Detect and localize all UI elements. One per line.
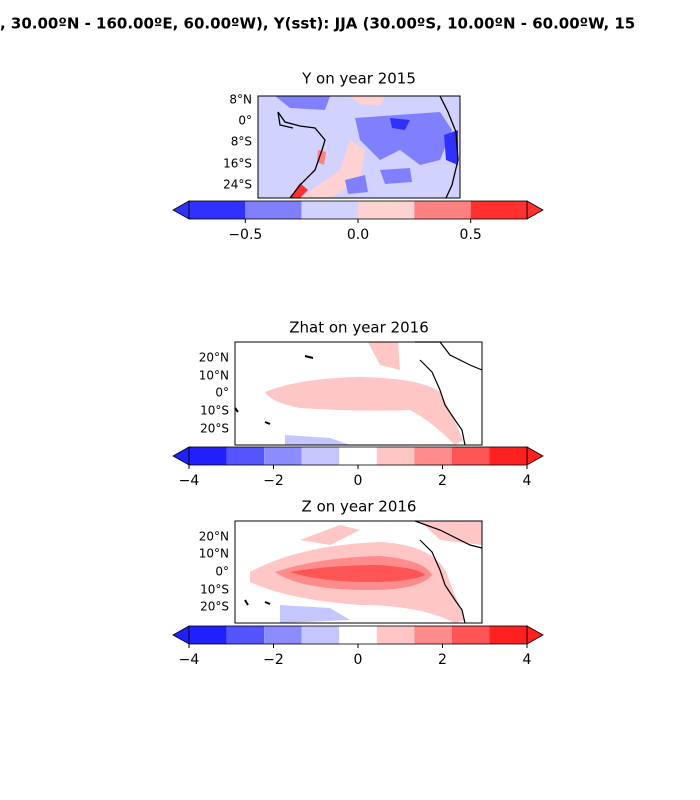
- lat-label: 20°S: [200, 422, 229, 436]
- panel-title: Y on year 2015: [301, 70, 416, 88]
- colorbar-extend-high: [526, 446, 544, 466]
- colorbar-segment: [376, 626, 415, 644]
- colorbar-tick-label: 0.0: [347, 227, 369, 243]
- colorbar-tick-label: −0.5: [228, 227, 262, 243]
- colorbar-extend-high: [526, 625, 544, 645]
- colorbar-extend-low: [172, 625, 190, 645]
- lat-label: 0°: [215, 565, 229, 579]
- colorbar-segment: [451, 626, 490, 644]
- lat-label: 10°S: [200, 583, 229, 597]
- colorbar-tick-label: 4: [523, 473, 532, 489]
- colorbar-segment: [226, 447, 265, 465]
- colorbar-segment: [226, 626, 265, 644]
- colorbar-segment: [264, 626, 302, 644]
- colorbar-segment: [376, 447, 415, 465]
- lat-label: 0°: [215, 386, 229, 400]
- colorbar-segment: [189, 447, 227, 465]
- colorbar-tick-label: −2: [263, 652, 284, 668]
- colorbar-segment: [339, 447, 377, 465]
- panel-title: Zhat on year 2016: [289, 319, 428, 337]
- lat-label: 8°N: [229, 93, 252, 107]
- colorbar-tick-label: −4: [179, 652, 200, 668]
- colorbar-extend-low: [172, 200, 190, 220]
- lat-label: 8°S: [231, 135, 252, 149]
- lat-label: 24°S: [223, 178, 252, 192]
- colorbar-extend-low: [172, 446, 190, 466]
- colorbar-tick-label: −4: [179, 473, 200, 489]
- colorbar-tick-label: −2: [263, 473, 284, 489]
- colorbar-tick-label: 0: [354, 652, 363, 668]
- map-y: [257, 95, 461, 199]
- colorbar-segment: [358, 201, 415, 219]
- lat-label: 10°N: [199, 547, 229, 561]
- colorbar-segment: [189, 201, 246, 219]
- colorbar-segment: [414, 626, 452, 644]
- colorbar-tick-label: 0.5: [460, 227, 482, 243]
- colorbar-segment: [470, 201, 527, 219]
- colorbar-tick-label: 0: [354, 473, 363, 489]
- colorbar-segment: [301, 201, 358, 219]
- lat-label: 20°N: [199, 351, 229, 365]
- colorbar-segment: [245, 201, 302, 219]
- suptitle: , 30.00ºN - 160.00ºE, 60.00ºW), Y(sst): …: [0, 15, 635, 33]
- lat-label: 20°N: [199, 530, 229, 544]
- colorbar-tick-label: 2: [438, 473, 447, 489]
- colorbar-segment: [339, 626, 377, 644]
- colorbar-segment: [414, 447, 452, 465]
- lat-label: 10°S: [200, 404, 229, 418]
- colorbar-tick-label: 4: [523, 652, 532, 668]
- lat-label: 10°N: [199, 369, 229, 383]
- map-zhat: [234, 341, 483, 446]
- lat-label: 0°: [238, 114, 252, 128]
- panel-title: Z on year 2016: [302, 498, 417, 516]
- map-z: [234, 520, 483, 624]
- colorbar-segment: [189, 626, 227, 644]
- lat-label: 16°S: [223, 157, 252, 171]
- colorbar-segment: [264, 447, 302, 465]
- colorbar-segment: [489, 447, 527, 465]
- colorbar-segment: [451, 447, 490, 465]
- colorbar-segment: [301, 447, 340, 465]
- colorbar-extend-high: [526, 200, 544, 220]
- colorbar-segment: [301, 626, 340, 644]
- colorbar-segment: [414, 201, 471, 219]
- lat-label: 20°S: [200, 600, 229, 614]
- colorbar-segment: [489, 626, 527, 644]
- colorbar-tick-label: 2: [438, 652, 447, 668]
